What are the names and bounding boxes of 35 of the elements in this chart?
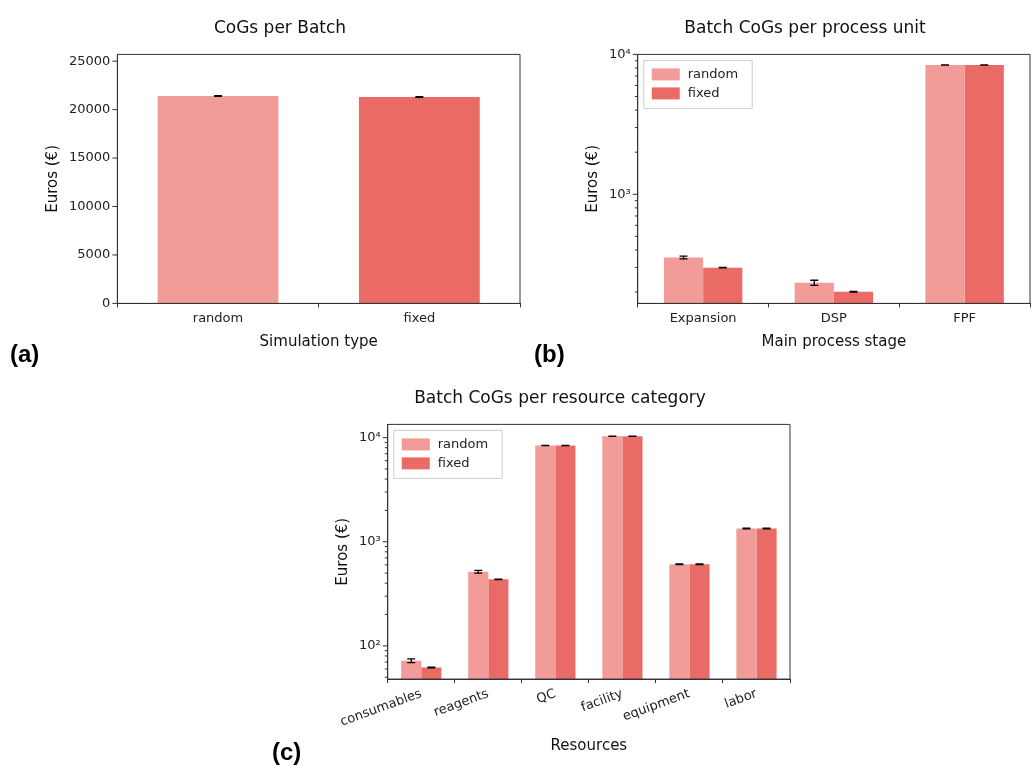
legend-label: fixed xyxy=(687,84,720,100)
x-tick-label: fixed xyxy=(403,309,436,325)
y-tick-label: 10³ xyxy=(358,533,381,549)
text: (a) xyxy=(10,340,40,368)
y-tick-label: 10⁴ xyxy=(608,45,631,61)
y-tick-label: 20000 xyxy=(69,101,111,116)
y-tick-label: 5000 xyxy=(77,246,111,262)
chart-title: Batch CoGs per resource category xyxy=(414,386,706,407)
x-tick-label: Expansion xyxy=(669,309,737,325)
x-tick-label: QC xyxy=(534,685,558,706)
x-axis-title: Simulation type xyxy=(259,331,378,350)
x-tick-label: DSP xyxy=(820,309,848,325)
text: (b) xyxy=(534,340,565,368)
chart-title: Batch CoGs per process unit xyxy=(684,16,926,37)
y-tick-label: 10000 xyxy=(69,197,111,213)
y-tick-label: 10³ xyxy=(608,185,631,201)
y-axis-title: Euros (€) xyxy=(582,144,601,213)
text: (c) xyxy=(272,738,302,766)
y-tick-label: 0 xyxy=(102,294,111,310)
x-tick-label: FPF xyxy=(953,309,977,325)
y-tick-label: 15000 xyxy=(69,149,111,165)
x-axis-title: Resources xyxy=(550,735,628,754)
legend-label: fixed xyxy=(437,454,470,470)
legend-label: random xyxy=(437,435,489,451)
x-tick-label: labor xyxy=(722,685,760,711)
chart-title: CoGs per Batch xyxy=(213,16,347,37)
y-tick-label: 10⁴ xyxy=(358,429,381,445)
x-tick-label: facility xyxy=(578,685,625,715)
y-tick-label: 25000 xyxy=(69,52,111,68)
x-axis-title: Main process stage xyxy=(761,331,907,350)
y-axis-title: Euros (€) xyxy=(42,144,61,213)
y-tick-label: 10² xyxy=(358,637,381,653)
legend-label: random xyxy=(687,65,739,81)
x-tick-label: random xyxy=(192,309,244,325)
y-axis-title: Euros (€) xyxy=(332,517,351,586)
